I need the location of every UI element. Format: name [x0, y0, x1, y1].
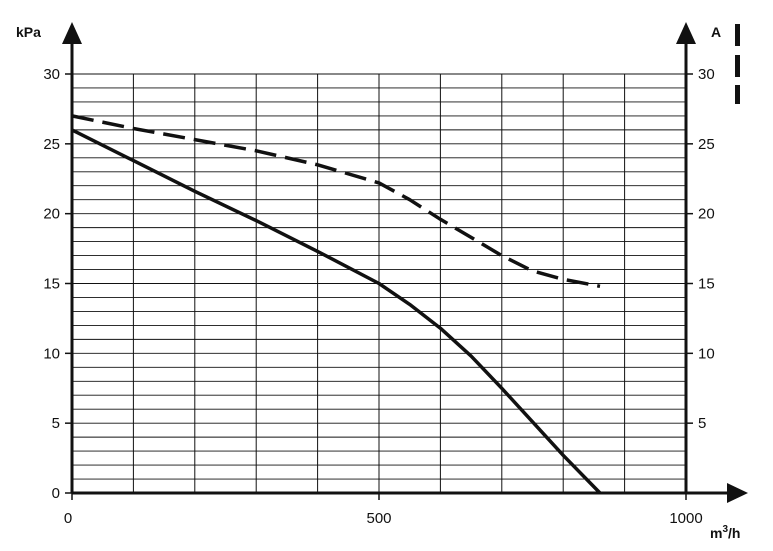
x-tick-label: 1000 — [669, 510, 702, 527]
x-axis-label: m3/h — [710, 524, 740, 541]
left-axis-label: kPa — [16, 24, 41, 40]
right-axis-arrow — [676, 22, 696, 44]
right-tick-label: 10 — [698, 345, 715, 362]
chart-grid — [72, 73, 686, 493]
data-series — [71, 114, 602, 495]
left-axis-arrow — [62, 22, 82, 44]
legend-dash-segment — [735, 55, 740, 77]
x-axis-arrow — [727, 483, 748, 503]
x-tick-label: 0 — [64, 510, 72, 527]
left-tick-label: 0 — [52, 485, 60, 502]
left-tick-label: 30 — [43, 66, 60, 83]
left-tick-label: 25 — [43, 136, 60, 153]
legend — [735, 24, 740, 104]
legend-dash-segment — [735, 85, 740, 104]
left-tick-label: 20 — [43, 206, 60, 223]
left-tick-label: 10 — [43, 345, 60, 362]
right-tick-label: 30 — [698, 66, 715, 83]
tick-labels: 0 5 10 15 20 25 30 5 10 15 20 25 30 0 500 1000 — [43, 66, 714, 527]
series-line-solid — [71, 128, 602, 495]
left-tick-label: 15 — [43, 276, 60, 293]
right-tick-label: 20 — [698, 206, 715, 223]
right-tick-label: 5 — [698, 415, 706, 432]
chart-axes — [62, 22, 748, 503]
x-tick-label: 500 — [366, 510, 391, 527]
legend-dash-segment — [735, 24, 740, 46]
left-tick-label: 5 — [52, 415, 60, 432]
right-tick-label: 15 — [698, 276, 715, 293]
right-axis-label: A — [711, 24, 721, 40]
series-line-dashed — [71, 114, 601, 289]
right-tick-label: 25 — [698, 136, 715, 153]
